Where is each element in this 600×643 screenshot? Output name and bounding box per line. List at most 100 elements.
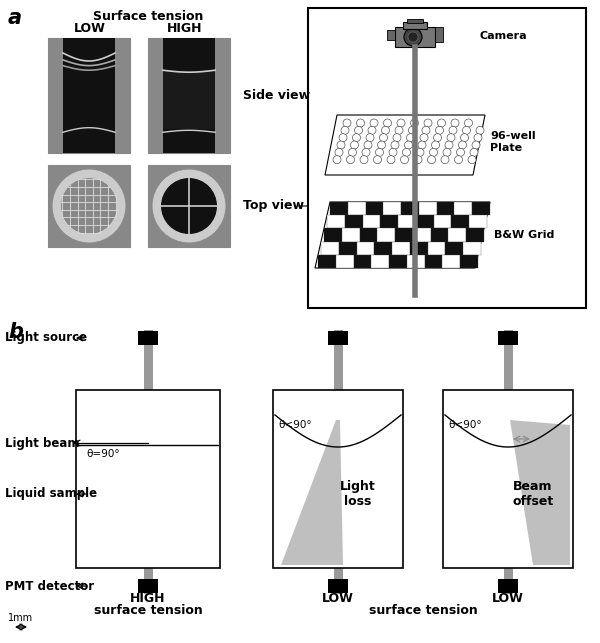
- Bar: [345, 215, 362, 228]
- Text: B&W Grid: B&W Grid: [494, 230, 554, 240]
- Circle shape: [424, 119, 432, 127]
- Bar: [403, 22, 427, 29]
- Bar: [138, 331, 158, 345]
- Circle shape: [464, 119, 473, 127]
- Bar: [472, 202, 490, 215]
- Bar: [419, 202, 437, 215]
- Circle shape: [355, 126, 362, 134]
- Circle shape: [343, 119, 351, 127]
- Circle shape: [441, 156, 449, 164]
- Bar: [63, 38, 115, 153]
- Circle shape: [395, 126, 403, 134]
- Bar: [336, 255, 353, 268]
- Bar: [434, 215, 451, 228]
- Bar: [348, 202, 365, 215]
- Text: (ii): (ii): [331, 580, 346, 590]
- Circle shape: [461, 134, 469, 141]
- Circle shape: [401, 156, 409, 164]
- Circle shape: [368, 126, 376, 134]
- Circle shape: [353, 134, 361, 141]
- Bar: [380, 215, 398, 228]
- Circle shape: [364, 141, 372, 149]
- Circle shape: [455, 156, 463, 164]
- Circle shape: [350, 141, 359, 149]
- Bar: [466, 228, 484, 242]
- Circle shape: [418, 141, 426, 149]
- Circle shape: [404, 28, 422, 46]
- Text: 1mm: 1mm: [8, 613, 34, 623]
- Bar: [374, 242, 392, 255]
- Bar: [48, 38, 130, 153]
- Circle shape: [410, 119, 419, 127]
- Circle shape: [430, 149, 437, 156]
- Circle shape: [416, 149, 424, 156]
- Bar: [327, 215, 345, 228]
- Circle shape: [377, 141, 386, 149]
- Circle shape: [447, 134, 455, 141]
- Circle shape: [152, 169, 226, 243]
- Circle shape: [393, 134, 401, 141]
- Circle shape: [376, 149, 383, 156]
- Text: Surface tension: Surface tension: [93, 10, 203, 23]
- Circle shape: [387, 156, 395, 164]
- Circle shape: [445, 141, 453, 149]
- Circle shape: [458, 141, 467, 149]
- Text: HIGH: HIGH: [130, 592, 166, 605]
- Bar: [318, 255, 336, 268]
- Bar: [416, 215, 434, 228]
- Bar: [308, 8, 586, 308]
- Circle shape: [370, 119, 378, 127]
- Bar: [359, 228, 377, 242]
- Bar: [163, 38, 215, 153]
- Bar: [138, 579, 158, 593]
- Circle shape: [433, 134, 442, 141]
- Bar: [339, 242, 356, 255]
- Text: Camera: Camera: [480, 31, 527, 41]
- Bar: [413, 228, 431, 242]
- Bar: [410, 242, 428, 255]
- Circle shape: [408, 32, 418, 42]
- Bar: [356, 242, 374, 255]
- Text: b: b: [8, 322, 23, 342]
- Bar: [148, 38, 230, 153]
- Bar: [435, 27, 443, 42]
- Bar: [353, 255, 371, 268]
- Text: Light beam: Light beam: [5, 437, 79, 449]
- Bar: [395, 228, 413, 242]
- Circle shape: [382, 126, 389, 134]
- Circle shape: [356, 119, 365, 127]
- Bar: [395, 27, 435, 47]
- Text: 96-well
Plate: 96-well Plate: [490, 131, 536, 153]
- Circle shape: [362, 149, 370, 156]
- Circle shape: [52, 169, 126, 243]
- Circle shape: [457, 149, 464, 156]
- Bar: [431, 228, 448, 242]
- Text: (iii): (iii): [499, 580, 517, 590]
- Bar: [425, 255, 442, 268]
- Text: LOW: LOW: [492, 592, 524, 605]
- Circle shape: [339, 134, 347, 141]
- Circle shape: [397, 119, 405, 127]
- Bar: [445, 242, 463, 255]
- Circle shape: [160, 177, 218, 235]
- Bar: [324, 228, 342, 242]
- Circle shape: [349, 149, 356, 156]
- Bar: [503, 330, 512, 594]
- Bar: [463, 242, 481, 255]
- Bar: [328, 331, 348, 345]
- Text: θ=90°: θ=90°: [86, 449, 119, 459]
- Bar: [163, 71, 215, 129]
- Bar: [451, 215, 469, 228]
- Bar: [407, 19, 423, 23]
- Text: Liquid sample: Liquid sample: [5, 487, 97, 500]
- Bar: [273, 390, 403, 568]
- Bar: [469, 215, 487, 228]
- Bar: [387, 30, 395, 40]
- Circle shape: [414, 156, 422, 164]
- Bar: [448, 228, 466, 242]
- Bar: [407, 255, 425, 268]
- Bar: [148, 165, 230, 247]
- Polygon shape: [315, 202, 490, 268]
- Circle shape: [436, 126, 443, 134]
- Bar: [389, 255, 407, 268]
